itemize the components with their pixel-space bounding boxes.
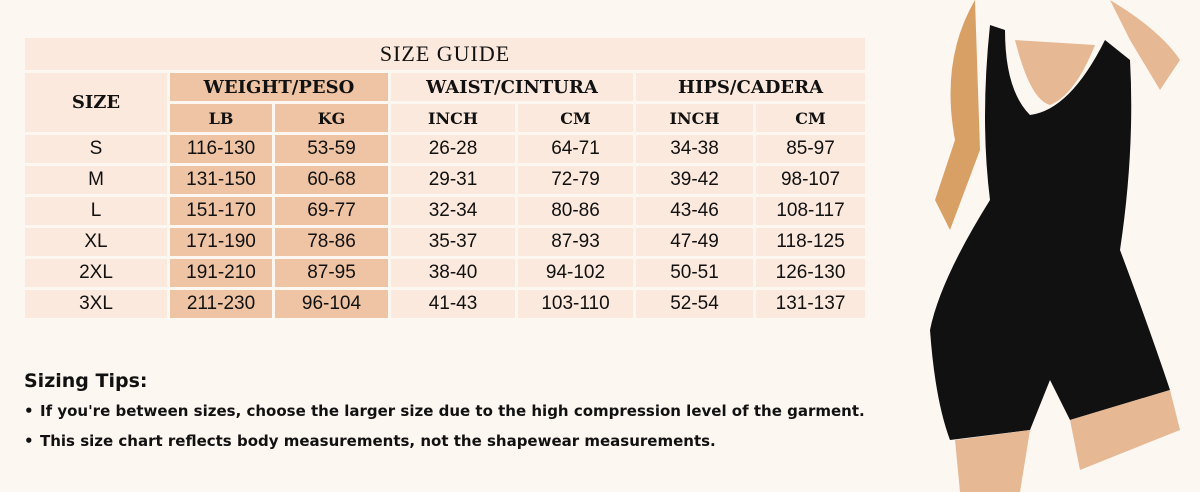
table-cell: 3XL bbox=[22, 287, 170, 321]
table-cell: 126-130 bbox=[752, 256, 869, 290]
table-cell: 87-93 bbox=[515, 225, 636, 259]
table-cell: 98-107 bbox=[752, 163, 869, 197]
table-cell: 80-86 bbox=[515, 194, 636, 228]
table-cell: 50-51 bbox=[633, 256, 756, 290]
legs bbox=[955, 390, 1180, 492]
table-row: S 116-130 53-59 26-28 64-71 34-38 85-97 bbox=[22, 132, 869, 166]
waist-inch-header: INCH bbox=[388, 101, 518, 135]
waist-header: WAIST/CINTURA bbox=[388, 70, 636, 104]
table-cell: M bbox=[22, 163, 170, 197]
table-cell: 34-38 bbox=[633, 132, 756, 166]
table-cell: 72-79 bbox=[515, 163, 636, 197]
table-cell: 26-28 bbox=[388, 132, 518, 166]
table-cell: 191-210 bbox=[167, 256, 275, 290]
tips-heading: Sizing Tips: bbox=[24, 370, 148, 392]
table-cell: S bbox=[22, 132, 170, 166]
tip-item: If you're between sizes, choose the larg… bbox=[24, 402, 865, 420]
size-header: SIZE bbox=[22, 70, 170, 135]
table-cell: 2XL bbox=[22, 256, 170, 290]
model-photo bbox=[880, 0, 1200, 492]
table-cell: 39-42 bbox=[633, 163, 756, 197]
table-cell: 35-37 bbox=[388, 225, 518, 259]
table-cell: L bbox=[22, 194, 170, 228]
table-cell: 53-59 bbox=[272, 132, 391, 166]
table-cell: 32-34 bbox=[388, 194, 518, 228]
table-cell: 64-71 bbox=[515, 132, 636, 166]
table-row: 3XL 211-230 96-104 41-43 103-110 52-54 131-137 bbox=[22, 287, 869, 321]
table-cell: 52-54 bbox=[633, 287, 756, 321]
hips-cm-header: CM bbox=[752, 101, 869, 135]
table-cell: 211-230 bbox=[167, 287, 275, 321]
table-cell: XL bbox=[22, 225, 170, 259]
table-cell: 118-125 bbox=[752, 225, 869, 259]
table-cell: 43-46 bbox=[633, 194, 756, 228]
tip-item: This size chart reflects body measuremen… bbox=[24, 432, 865, 450]
table-cell: 41-43 bbox=[388, 287, 518, 321]
lb-header: LB bbox=[167, 101, 275, 135]
table-cell: 96-104 bbox=[272, 287, 391, 321]
table-cell: 85-97 bbox=[752, 132, 869, 166]
table-cell: 38-40 bbox=[388, 256, 518, 290]
table-cell: 171-190 bbox=[167, 225, 275, 259]
table-cell: 108-117 bbox=[752, 194, 869, 228]
table-cell: 69-77 bbox=[272, 194, 391, 228]
sizing-tips: Sizing Tips: If you're between sizes, ch… bbox=[24, 370, 865, 462]
table-cell: 47-49 bbox=[633, 225, 756, 259]
waist-cm-header: CM bbox=[515, 101, 636, 135]
size-guide-table: SIZE GUIDE SIZE WEIGHT/PESO WAIST/CINTUR… bbox=[21, 35, 869, 321]
table-row: M 131-150 60-68 29-31 72-79 39-42 98-107 bbox=[22, 163, 869, 197]
bodysuit bbox=[930, 25, 1170, 440]
table-cell: 103-110 bbox=[515, 287, 636, 321]
table-cell: 60-68 bbox=[272, 163, 391, 197]
table-cell: 116-130 bbox=[167, 132, 275, 166]
table-cell: 151-170 bbox=[167, 194, 275, 228]
table-title: SIZE GUIDE bbox=[21, 35, 869, 73]
table-cell: 29-31 bbox=[388, 163, 518, 197]
table-row: 2XL 191-210 87-95 38-40 94-102 50-51 126-130 bbox=[22, 256, 869, 290]
hips-inch-header: INCH bbox=[633, 101, 756, 135]
kg-header: KG bbox=[272, 101, 391, 135]
table-cell: 94-102 bbox=[515, 256, 636, 290]
table-row: XL 171-190 78-86 35-37 87-93 47-49 118-125 bbox=[22, 225, 869, 259]
arm bbox=[1110, 0, 1180, 90]
table-cell: 131-137 bbox=[752, 287, 869, 321]
hips-header: HIPS/CADERA bbox=[632, 70, 869, 104]
table-cell: 78-86 bbox=[272, 225, 391, 259]
table-row: L 151-170 69-77 32-34 80-86 43-46 108-117 bbox=[22, 194, 869, 228]
weight-header: WEIGHT/PESO bbox=[167, 70, 391, 104]
table-cell: 87-95 bbox=[272, 256, 391, 290]
table-cell: 131-150 bbox=[167, 163, 275, 197]
skin bbox=[1015, 40, 1095, 105]
hair bbox=[935, 0, 980, 230]
